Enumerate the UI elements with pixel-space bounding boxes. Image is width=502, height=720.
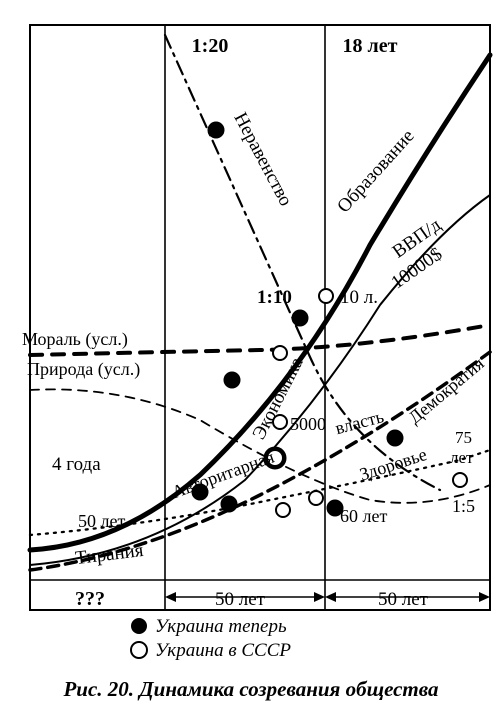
legend-label-filled: Украина теперь [155,616,287,637]
label-fifty_1: 50 лет [215,589,266,610]
label-inequality: Неравенство [229,109,296,209]
label-years_50l: 50 лет [78,511,125,531]
point-hollow-1 [273,346,287,360]
legend-dot-hollow [131,642,147,658]
point-hollow-4 [309,491,323,505]
label-democracy: Демократия [405,353,488,427]
label-years_60: 60 лет [340,506,387,526]
figure-caption: Рис. 20. Динамика созревания общества [0,677,502,702]
range-arrow-2-arrow-l [325,592,336,602]
label-years_4: 4 года [52,454,101,475]
society-dynamics-chart: 1:2018 летОбразованиеНеравенствоВВП/д100… [0,0,502,720]
label-ratio_1_10: 1:10 [257,287,292,308]
label-ratio_1_20: 1:20 [192,35,229,57]
point-hollow-0 [319,289,333,303]
legend-dot-filled [131,618,147,634]
label-moral: Мораль (усл.) [22,329,128,350]
label-education: Образование [333,126,418,217]
label-years_75a: 75 [455,428,472,447]
range-arrow-1-arrow-l [165,592,176,602]
point-filled-0 [208,122,224,138]
point-hollow-3 [276,503,290,517]
label-five_k: 5000 [290,414,326,434]
label-ten_l: 10 л. [340,287,378,308]
point-filled-2 [224,372,240,388]
label-years_75b: лет [450,448,474,467]
label-health: Здоровье [357,444,429,484]
label-tyranny: Тирания [74,540,145,569]
label-qqq: ??? [75,588,105,610]
label-fifty_2: 50 лет [378,589,429,610]
point-hollow-5 [453,473,467,487]
curve-economy [30,195,490,565]
label-years_18: 18 лет [343,35,398,57]
legend-label-hollow: Украина в СССР [155,640,291,661]
point-filled-6 [387,430,403,446]
point-filled-1 [292,310,308,326]
label-nature: Природа (усл.) [27,359,140,380]
point-filled-4 [221,496,237,512]
range-arrow-1-arrow-r [314,592,325,602]
range-arrow-2-arrow-r [479,592,490,602]
label-ratio_1_5: 1:5 [452,496,475,516]
